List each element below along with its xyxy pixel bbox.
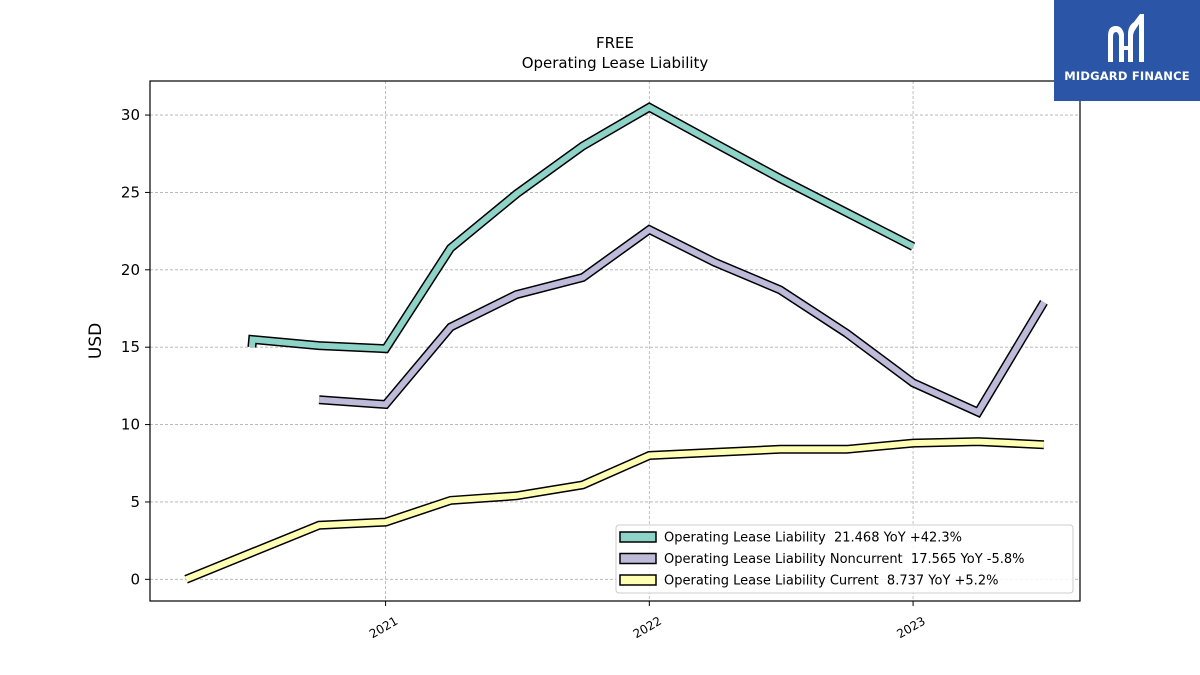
legend-box <box>615 524 1074 594</box>
brand-logo: MIDGARD FINANCE <box>1054 0 1200 101</box>
series-0-line <box>248 103 915 352</box>
legend-label: Operating Lease Liability 21.468 YoY +42… <box>664 531 962 546</box>
logo-text: MIDGARD FINANCE <box>1064 69 1190 83</box>
series-2-line <box>184 438 1045 583</box>
chart-subtitle: Operating Lease Liability <box>522 54 709 72</box>
y-tick-label: 10 <box>121 416 140 434</box>
y-tick-label: 5 <box>130 493 140 511</box>
y-axis-label: USD <box>86 323 106 359</box>
legend-swatch <box>619 552 657 565</box>
plot-frame <box>149 80 1081 602</box>
legend-label: Operating Lease Liability Current 8.737 … <box>664 574 998 589</box>
series-1-line <box>318 226 1047 417</box>
y-tick-label: 15 <box>121 338 140 356</box>
x-tick-label: 2022 <box>631 614 664 641</box>
axes: 0 5 10 15 20 25 30 2021 2022 2023 <box>121 106 928 641</box>
y-tick-label: 30 <box>121 106 140 124</box>
legend-label: Operating Lease Liability Noncurrent 17.… <box>664 552 1025 567</box>
chart-title: FREE <box>596 34 634 52</box>
legend-swatch <box>619 574 657 586</box>
series-layer <box>184 102 1048 584</box>
logo-mark-icon <box>1108 14 1144 62</box>
x-tick-label: 2023 <box>894 614 927 641</box>
y-tick-label: 25 <box>121 183 140 201</box>
y-tick-label: 20 <box>121 261 140 279</box>
legend-swatch <box>619 531 657 543</box>
legend: Operating Lease Liability 21.468 YoY +42… <box>615 524 1074 594</box>
y-tick-label: 0 <box>130 570 140 588</box>
series-1-outline <box>318 224 1048 418</box>
x-tick-label: 2021 <box>367 614 400 641</box>
